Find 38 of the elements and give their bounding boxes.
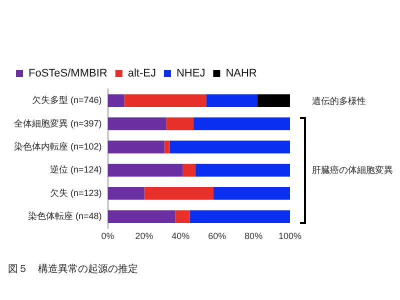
x-tick-label: 0% xyxy=(101,231,114,242)
text: 遺伝的多様性 xyxy=(312,96,366,108)
bar xyxy=(175,210,190,223)
legend-label: NHEJ xyxy=(176,68,206,80)
bar xyxy=(164,140,170,154)
bar xyxy=(190,210,290,223)
bar xyxy=(108,164,182,177)
bar xyxy=(108,117,166,130)
y-tick-label: 染色体内転座 (n=102) xyxy=(14,141,102,152)
bar xyxy=(108,210,176,223)
bar xyxy=(124,94,206,107)
bar xyxy=(213,187,290,200)
bar xyxy=(108,140,164,154)
bar xyxy=(257,94,290,107)
y-tick-label: 逆位 (n=124) xyxy=(50,164,102,175)
x-tick-label: 100% xyxy=(278,231,302,242)
y-tick-label: 欠失 (n=123) xyxy=(50,188,102,198)
bar xyxy=(182,164,196,177)
bar xyxy=(195,164,290,177)
y-tick-label: 全体細胞変異 (n=397) xyxy=(14,118,102,128)
bar xyxy=(144,187,214,200)
bar xyxy=(193,117,290,130)
x-tick-label: 40% xyxy=(172,231,190,242)
y-tick-label: 欠失多型 (n=746) xyxy=(32,95,102,106)
x-tick-label: 60% xyxy=(208,231,226,242)
y-tick-label: 染色体転座 (n=48) xyxy=(28,211,102,222)
x-tick-label: 20% xyxy=(135,231,154,242)
bar xyxy=(108,187,144,200)
x-tick-label: 80% xyxy=(244,231,263,242)
legend-label: alt-EJ xyxy=(128,68,156,80)
bar xyxy=(166,117,194,130)
text: 肝臓癌の体細胞変異 xyxy=(312,164,393,178)
bar xyxy=(206,94,258,107)
bar xyxy=(108,94,124,107)
legend-label: FoSTeS/MMBIR xyxy=(28,68,108,80)
bar xyxy=(170,140,290,154)
caption: 図５ 構造異常の起源の推定 xyxy=(8,262,138,276)
legend-label: NAHR xyxy=(226,68,257,80)
